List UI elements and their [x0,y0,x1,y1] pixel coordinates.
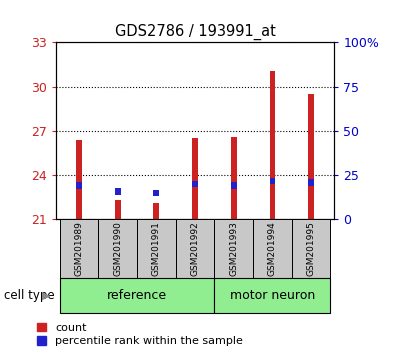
Text: GSM201995: GSM201995 [306,221,316,276]
Title: GDS2786 / 193991_at: GDS2786 / 193991_at [115,23,275,40]
Bar [115,188,121,195]
Bar [292,219,330,278]
Bar [60,278,215,313]
Bar [76,182,82,189]
Bar [269,70,275,219]
Bar [137,219,176,278]
Bar [231,137,237,219]
Text: GSM201994: GSM201994 [268,221,277,276]
Bar [153,190,159,196]
Text: cell type: cell type [4,289,55,302]
Bar [153,203,159,219]
Bar [308,94,314,219]
Bar [76,140,82,219]
Bar [308,179,314,186]
Bar [253,219,292,278]
Bar [176,219,215,278]
Bar [60,219,98,278]
Text: reference: reference [107,289,167,302]
Bar [98,219,137,278]
Text: ▶: ▶ [42,291,50,301]
Bar [231,182,237,189]
Text: GSM201990: GSM201990 [113,221,122,276]
Bar [269,178,275,184]
Bar [115,200,121,219]
Text: GSM201993: GSM201993 [229,221,238,276]
Text: motor neuron: motor neuron [230,289,315,302]
Legend: count, percentile rank within the sample: count, percentile rank within the sample [37,323,243,346]
Text: GSM201992: GSM201992 [191,221,199,276]
Bar [192,138,198,219]
Bar [215,278,330,313]
Bar [215,219,253,278]
Text: GSM201989: GSM201989 [74,221,84,276]
Bar [192,181,198,187]
Text: GSM201991: GSM201991 [152,221,161,276]
